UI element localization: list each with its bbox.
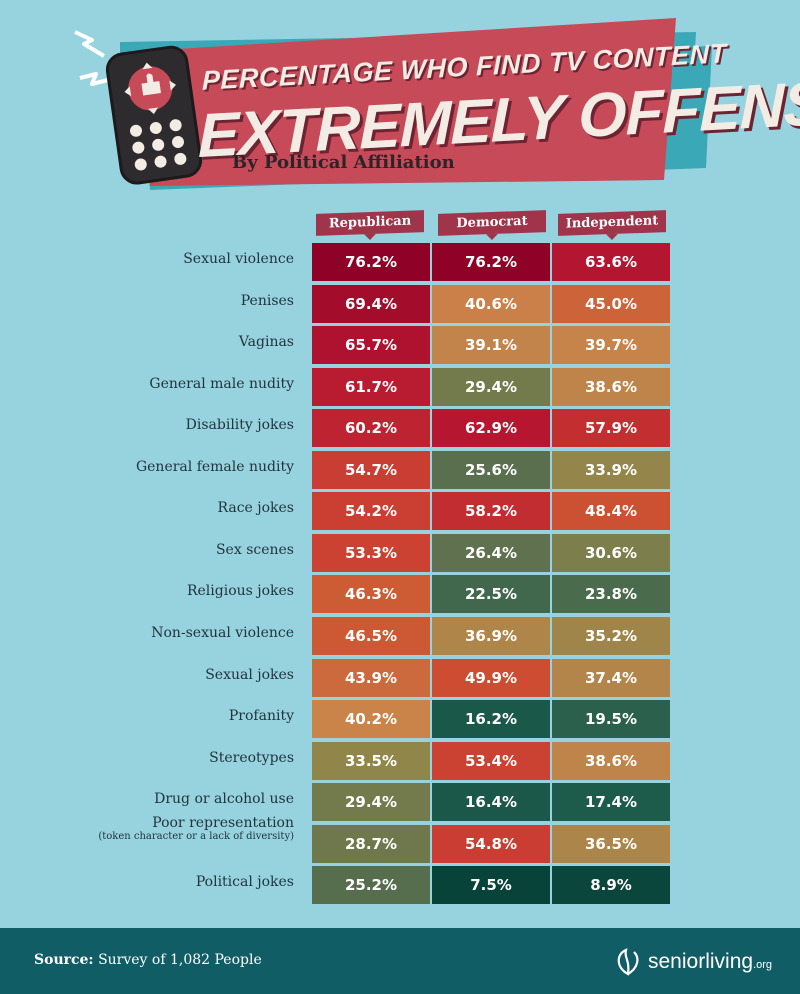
cell-democrat: 29.4% — [432, 368, 550, 406]
row-label-text: Disability jokes — [185, 417, 294, 433]
row-label-text: Race jokes — [217, 500, 294, 516]
cell-independent: 48.4% — [552, 492, 670, 530]
cell-independent: 38.6% — [552, 368, 670, 406]
cell-republican: 29.4% — [312, 783, 430, 821]
row-label: Sex scenes — [60, 542, 294, 558]
cell-republican: 40.2% — [312, 700, 430, 738]
row-label: Race jokes — [60, 500, 294, 516]
row-label-text: Profanity — [228, 708, 294, 724]
cell-democrat: 36.9% — [432, 617, 550, 655]
cell-republican: 54.2% — [312, 492, 430, 530]
cell-democrat: 39.1% — [432, 326, 550, 364]
row-sublabel-text: (token character or a lack of diversity) — [98, 831, 294, 842]
cell-democrat: 49.9% — [432, 659, 550, 697]
cell-independent: 39.7% — [552, 326, 670, 364]
cell-republican: 53.3% — [312, 534, 430, 572]
cell-independent: 36.5% — [552, 825, 670, 863]
row-label: General female nudity — [60, 459, 294, 475]
cell-independent: 8.9% — [552, 866, 670, 904]
row-label-text: Religious jokes — [186, 583, 294, 599]
row-label: Poor representation (token character or a… — [60, 815, 294, 842]
cell-independent: 45.0% — [552, 285, 670, 323]
row-label-text: Vaginas — [238, 334, 294, 350]
row-label: Sexual jokes — [60, 667, 294, 683]
row-label-text: General female nudity — [135, 459, 294, 475]
source-text: Survey of 1,082 People — [98, 952, 262, 968]
cell-independent: 63.6% — [552, 243, 670, 281]
cell-democrat: 58.2% — [432, 492, 550, 530]
row-label-text: Poor representation — [152, 815, 294, 831]
cell-democrat: 54.8% — [432, 825, 550, 863]
title-banner — [74, 18, 712, 190]
logo-leaf-icon — [617, 948, 639, 976]
seniorliving-logo[interactable]: seniorliving.org — [610, 946, 780, 976]
row-label: Political jokes — [60, 874, 294, 890]
cell-independent: 57.9% — [552, 409, 670, 447]
cell-republican: 61.7% — [312, 368, 430, 406]
cell-republican: 25.2% — [312, 866, 430, 904]
row-label: Stereotypes — [60, 750, 294, 766]
cell-independent: 19.5% — [552, 700, 670, 738]
row-label-text: General male nudity — [149, 376, 294, 392]
row-label: Vaginas — [60, 334, 294, 350]
column-header-independent: Independent — [558, 210, 666, 236]
row-label: Profanity — [60, 708, 294, 724]
cell-independent: 33.9% — [552, 451, 670, 489]
row-label: Disability jokes — [60, 417, 294, 433]
lightning-icon — [74, 30, 106, 58]
cell-republican: 69.4% — [312, 285, 430, 323]
cell-republican: 54.7% — [312, 451, 430, 489]
row-label-text: Penises — [240, 293, 294, 309]
cell-republican: 65.7% — [312, 326, 430, 364]
cell-democrat: 40.6% — [432, 285, 550, 323]
cell-independent: 17.4% — [552, 783, 670, 821]
row-label-text: Stereotypes — [209, 750, 294, 766]
logo-text: seniorliving — [648, 950, 754, 973]
row-label-text: Political jokes — [195, 874, 294, 890]
cell-republican: 76.2% — [312, 243, 430, 281]
cell-democrat: 25.6% — [432, 451, 550, 489]
row-label: Religious jokes — [60, 583, 294, 599]
row-label-text: Sexual jokes — [205, 667, 294, 683]
subtitle: By Political Affiliation — [232, 152, 455, 173]
source-label: Source: — [34, 952, 94, 968]
cell-independent: 37.4% — [552, 659, 670, 697]
row-label-text: Sexual violence — [183, 251, 294, 267]
column-header-republican: Republican — [316, 210, 424, 236]
logo-suffix: .org — [753, 959, 773, 971]
cell-republican: 60.2% — [312, 409, 430, 447]
row-label-text: Sex scenes — [215, 542, 294, 558]
row-label: Non-sexual violence — [60, 625, 294, 641]
cell-republican: 46.3% — [312, 575, 430, 613]
cell-independent: 23.8% — [552, 575, 670, 613]
cell-democrat: 62.9% — [432, 409, 550, 447]
cell-democrat: 7.5% — [432, 866, 550, 904]
cell-democrat: 16.4% — [432, 783, 550, 821]
cell-republican: 46.5% — [312, 617, 430, 655]
cell-democrat: 76.2% — [432, 243, 550, 281]
cell-independent: 38.6% — [552, 742, 670, 780]
row-label-text: Non-sexual violence — [151, 625, 294, 641]
row-label-text: Drug or alcohol use — [154, 791, 294, 807]
row-label: General male nudity — [60, 376, 294, 392]
cell-democrat: 53.4% — [432, 742, 550, 780]
row-label: Penises — [60, 293, 294, 309]
cell-independent: 30.6% — [552, 534, 670, 572]
source-note: Source: Survey of 1,082 People — [34, 952, 262, 968]
cell-republican: 33.5% — [312, 742, 430, 780]
cell-republican: 28.7% — [312, 825, 430, 863]
row-label: Sexual violence — [60, 251, 294, 267]
cell-democrat: 26.4% — [432, 534, 550, 572]
cell-democrat: 22.5% — [432, 575, 550, 613]
footer: Source: Survey of 1,082 People seniorliv… — [0, 928, 800, 994]
cell-independent: 35.2% — [552, 617, 670, 655]
row-label: Drug or alcohol use — [60, 791, 294, 807]
cell-democrat: 16.2% — [432, 700, 550, 738]
cell-republican: 43.9% — [312, 659, 430, 697]
remote-control-icon — [105, 45, 203, 185]
column-header-democrat: Democrat — [438, 210, 546, 236]
